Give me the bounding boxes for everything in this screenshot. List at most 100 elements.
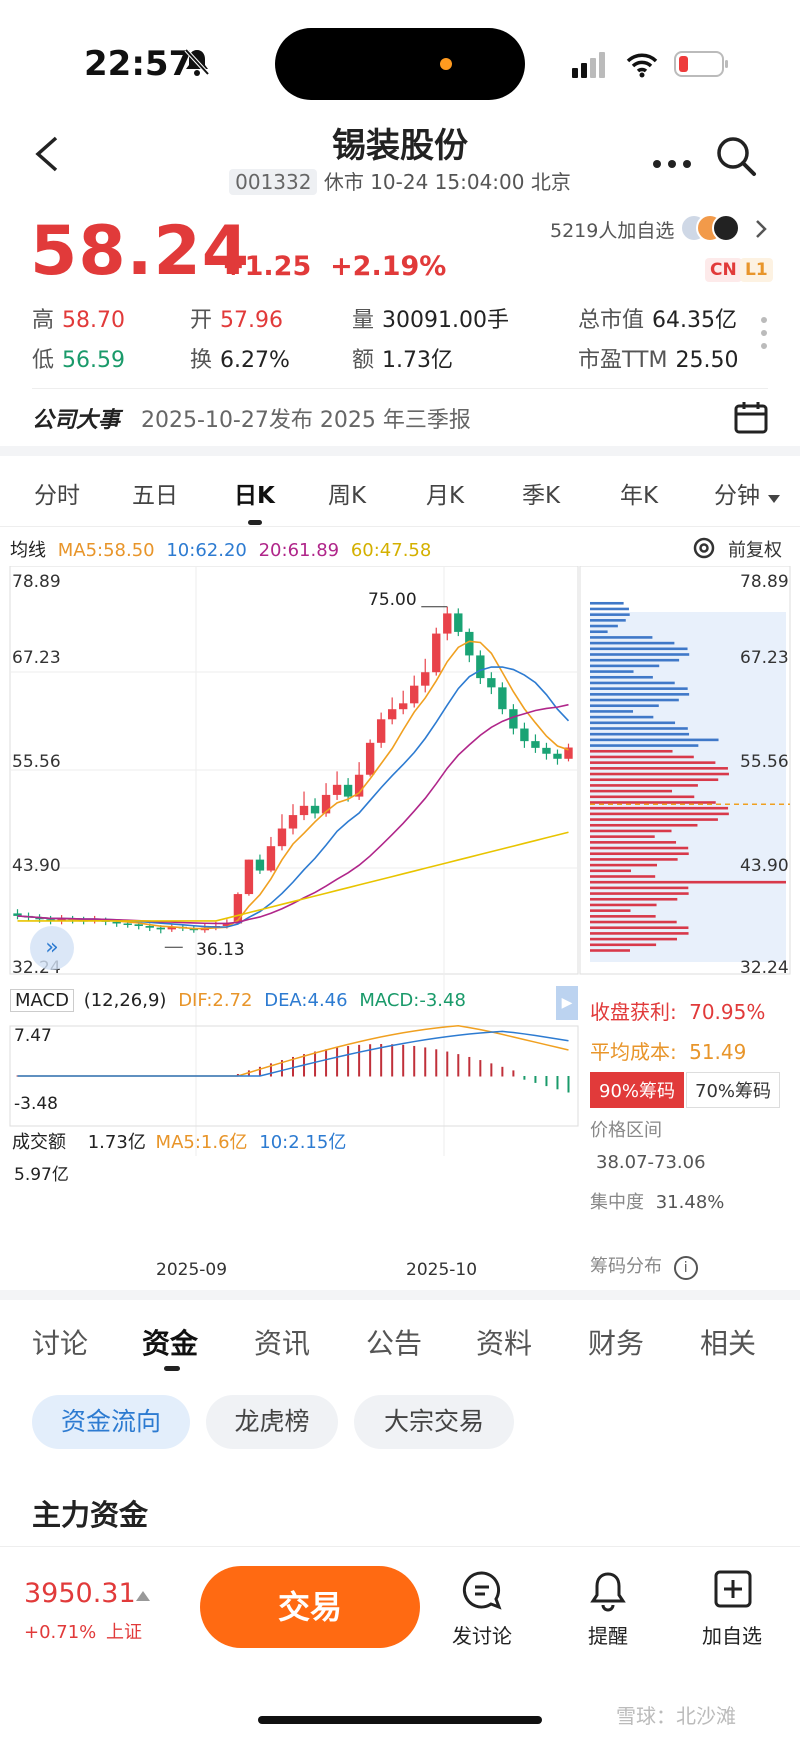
chip-bar bbox=[590, 875, 656, 878]
trade-button[interactable]: 交易 bbox=[200, 1566, 420, 1648]
settings-gear-icon[interactable] bbox=[692, 536, 716, 564]
bottom-tab[interactable]: 相关 bbox=[700, 1327, 757, 1360]
tab-period[interactable]: 季K bbox=[522, 483, 561, 509]
bottom-tab[interactable]: 财务 bbox=[588, 1327, 645, 1360]
stat-value: 56.59 bbox=[62, 348, 125, 373]
x-label-oct: 2025-10 bbox=[406, 1260, 478, 1280]
signal-icon bbox=[572, 52, 608, 82]
stat-label: 总市值 bbox=[578, 308, 645, 333]
dropdown-caret-icon[interactable] bbox=[768, 488, 780, 507]
macd-bar bbox=[545, 1076, 548, 1087]
candle bbox=[432, 633, 441, 673]
y-label-3: 55.56 bbox=[12, 752, 61, 772]
sub-pill[interactable]: 大宗交易 bbox=[354, 1395, 514, 1449]
y-label-right-2: 67.23 bbox=[740, 648, 789, 668]
scroll-left-button[interactable]: » bbox=[30, 926, 74, 970]
watcher-avatars[interactable] bbox=[680, 212, 742, 248]
candle bbox=[134, 924, 143, 927]
macd-bar bbox=[501, 1066, 504, 1077]
sub-pill[interactable]: 资金流向 bbox=[32, 1395, 190, 1449]
stat-item: 低 56.59 bbox=[32, 342, 125, 374]
chip-bar bbox=[590, 778, 719, 782]
tab-period[interactable]: 日K bbox=[234, 483, 275, 509]
avg-value: 51.49 bbox=[689, 1040, 747, 1064]
kline-chart[interactable] bbox=[0, 566, 800, 1156]
stat-item: 总市值 64.35亿 bbox=[578, 302, 737, 334]
chip-bar bbox=[590, 772, 729, 776]
candle bbox=[156, 927, 165, 930]
stat-value: 57.96 bbox=[220, 308, 283, 333]
chip-bar bbox=[590, 886, 689, 890]
tab-period[interactable]: 分时 bbox=[34, 483, 80, 509]
chip-bar bbox=[590, 624, 618, 628]
macd-bar bbox=[567, 1076, 570, 1093]
macd-bar bbox=[258, 1066, 261, 1077]
tab-period[interactable]: 月K bbox=[426, 483, 465, 509]
chip-bar bbox=[590, 915, 656, 918]
tab-period[interactable]: 周K bbox=[328, 483, 367, 509]
stat-item: 市盈TTM 25.50 bbox=[578, 342, 738, 374]
sub-pill[interactable]: 龙虎榜 bbox=[206, 1395, 338, 1449]
stat-item: 高 58.70 bbox=[32, 302, 125, 334]
chip-bar bbox=[590, 903, 657, 907]
back-arrow-icon[interactable] bbox=[32, 134, 62, 178]
bell-icon[interactable] bbox=[588, 1570, 628, 1616]
more-vertical-icon[interactable] bbox=[760, 316, 768, 354]
index-up-icon bbox=[136, 1586, 150, 1605]
chip-title[interactable]: 筹码分布 i bbox=[590, 1252, 698, 1280]
tab-period[interactable]: 年K bbox=[620, 483, 659, 509]
stat-item: 额 1.73亿 bbox=[352, 342, 453, 374]
chip-bar bbox=[590, 784, 698, 787]
search-icon[interactable] bbox=[714, 134, 758, 182]
tab-period[interactable]: 分钟 bbox=[714, 483, 760, 509]
macd-bar bbox=[413, 1045, 416, 1077]
candle bbox=[454, 613, 463, 632]
candle bbox=[13, 913, 22, 916]
macd-label[interactable]: MACD bbox=[10, 989, 74, 1012]
chip-bar bbox=[590, 670, 634, 673]
adjust-mode[interactable]: 前复权 bbox=[728, 540, 782, 561]
expand-panel-button[interactable]: ▶ bbox=[556, 986, 578, 1020]
profit-ratio: 收盘获利: 70.95% bbox=[590, 996, 765, 1025]
company-event[interactable]: 公司大事 2025-10-27发布 2025 年三季报 bbox=[32, 402, 471, 434]
bottom-tab[interactable]: 资讯 bbox=[254, 1327, 311, 1360]
calendar-icon[interactable] bbox=[734, 400, 768, 438]
chip-bar bbox=[590, 806, 729, 810]
y-label-top: 78.89 bbox=[12, 572, 61, 592]
discuss-label[interactable]: 发讨论 bbox=[452, 1624, 512, 1648]
more-icon[interactable] bbox=[652, 154, 692, 173]
avg-cost: 平均成本: 51.49 bbox=[590, 1036, 746, 1065]
chevron-right-icon[interactable] bbox=[754, 218, 768, 244]
event-label: 公司大事 bbox=[32, 408, 121, 433]
bottom-tab[interactable]: 资金 bbox=[142, 1327, 199, 1360]
chip-bar bbox=[590, 738, 719, 742]
candle bbox=[476, 655, 485, 679]
add-watch-label[interactable]: 加自选 bbox=[702, 1624, 762, 1648]
macd-bar bbox=[556, 1076, 559, 1090]
stat-value: 58.70 bbox=[62, 308, 125, 333]
volume-label[interactable]: 成交额 bbox=[12, 1132, 66, 1153]
chip-bar bbox=[590, 801, 716, 804]
high-marker: 75.00 bbox=[368, 590, 417, 610]
y-label-right-bottom: 32.24 bbox=[740, 958, 789, 978]
tab-period[interactable]: 五日 bbox=[132, 483, 178, 509]
macd-bar bbox=[247, 1070, 250, 1077]
bottom-tab[interactable]: 讨论 bbox=[32, 1327, 89, 1360]
add-watch-icon[interactable] bbox=[714, 1570, 752, 1612]
macd-bar bbox=[380, 1044, 383, 1077]
bottom-tab[interactable]: 公告 bbox=[366, 1327, 423, 1360]
chip-tab-70[interactable]: 70%筹码 bbox=[686, 1072, 781, 1108]
y-label-right-4: 43.90 bbox=[740, 856, 789, 876]
change-percent: +2.19% bbox=[330, 251, 447, 282]
conc-label: 集中度 bbox=[590, 1192, 644, 1213]
index-value[interactable]: 3950.31 bbox=[24, 1578, 136, 1609]
y-label-4: 43.90 bbox=[12, 856, 61, 876]
bottom-tab[interactable]: 资料 bbox=[476, 1327, 533, 1360]
info-icon[interactable]: i bbox=[673, 1256, 698, 1280]
watchers-count[interactable]: 5219人加自选 bbox=[550, 220, 675, 242]
alert-label[interactable]: 提醒 bbox=[588, 1624, 628, 1648]
discuss-icon[interactable] bbox=[462, 1570, 502, 1614]
candle bbox=[498, 687, 507, 710]
chip-tab-90[interactable]: 90%筹码 bbox=[590, 1072, 685, 1108]
ma10-line bbox=[17, 666, 570, 928]
